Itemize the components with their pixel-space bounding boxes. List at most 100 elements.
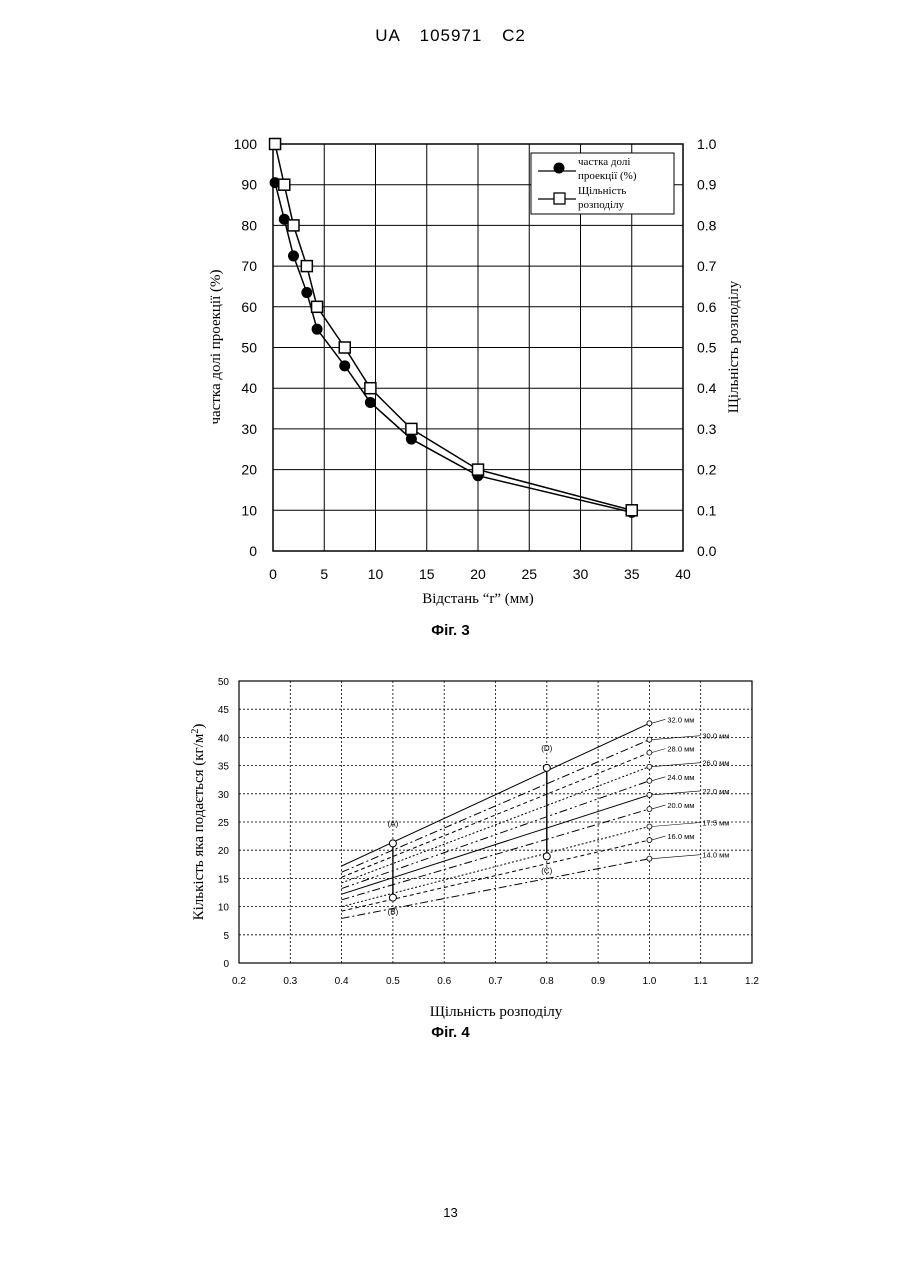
fig4-x-tick-label: 1.2 (745, 976, 759, 987)
fig4-series-line-5 (342, 781, 650, 889)
fig3-caption: Фіг. 3 (0, 622, 901, 639)
fig4-annotation-label: (A) (388, 819, 399, 828)
fig3-point-square (339, 342, 350, 353)
fig3-x-tick-label: 15 (419, 566, 435, 582)
fig3-point-square (365, 383, 376, 394)
fig3-legend: частка долі проекції (%) Щільність розпо… (531, 153, 674, 214)
fig4-series-end-marker (647, 778, 652, 783)
fig4-y-tick-label: 0 (223, 959, 229, 970)
fig3-point-square (626, 505, 637, 516)
fig3-point-circle (406, 434, 417, 445)
fig3-legend-label-2: Щільність (578, 185, 626, 197)
fig4-x-tick-label: 0.6 (437, 976, 451, 987)
fig4-series-label: 26.0 мм (702, 759, 729, 768)
fig4-series-end-marker (647, 824, 652, 829)
fig4-label-leader (651, 836, 665, 840)
fig4-series-line-2 (342, 740, 650, 873)
fig4-x-tick-label: 0.4 (335, 976, 349, 987)
fig3-point-square (312, 301, 323, 312)
fig4-x-tick-label: 1.0 (642, 976, 656, 987)
fig3-point-square (406, 423, 417, 434)
fig3-left-tick-label: 20 (241, 462, 257, 478)
fig3-right-tick-label: 0.2 (697, 462, 717, 478)
fig3-left-tick-label: 90 (241, 177, 257, 193)
fig3-right-tick-label: 0.4 (697, 380, 717, 396)
fig4-series-label: 32.0 мм (667, 715, 694, 724)
fig4-series-label: 28.0 мм (667, 745, 694, 754)
fig4-x-tick-label: 1.1 (694, 976, 708, 987)
fig3-x-tick-label: 5 (320, 566, 328, 582)
fig4-series-label: 16.0 мм (667, 832, 694, 841)
fig4-x-tick-label: 0.5 (386, 976, 400, 987)
fig3-left-tick-label: 80 (241, 217, 257, 233)
fig3-legend-label-2-cont: розподілу (578, 199, 625, 211)
fig4-annotation-point (543, 853, 550, 860)
fig4-series-end-marker (647, 750, 652, 755)
fig4-x-tick-label: 0.7 (489, 976, 503, 987)
fig4-y-tick-label: 15 (218, 874, 230, 885)
fig3-right-tick-label: 0.7 (697, 258, 717, 274)
fig4-y-tick-label: 20 (218, 846, 230, 857)
fig3-left-tick-label: 50 (241, 340, 257, 356)
fig3-right-tick-label: 0.3 (697, 421, 717, 437)
fig4-label-leader (651, 763, 700, 767)
fig4-series-end-marker (647, 764, 652, 769)
fig4-label-leader (651, 855, 700, 859)
fig4-series-end-marker (647, 721, 652, 726)
fig3-point-circle (288, 250, 299, 261)
fig3-left-tick-label: 10 (241, 502, 257, 518)
page-number: 13 (0, 1205, 901, 1220)
fig3-point-circle (365, 397, 376, 408)
fig4-chart: 0.20.30.40.50.60.70.80.91.01.11.20510152… (0, 655, 901, 1045)
fig3-x-tick-label: 30 (573, 566, 589, 582)
fig4-series-label: 20.0 мм (667, 801, 694, 810)
fig4-series-end-marker (647, 737, 652, 742)
fig3-x-tick-label: 20 (470, 566, 486, 582)
fig4-label-leader (651, 749, 665, 753)
fig4-annotation-point (389, 840, 396, 847)
fig3-legend-marker-1 (554, 163, 565, 174)
fig4-annotation-label: (D) (541, 744, 552, 753)
fig4-x-tick-label: 0.8 (540, 976, 554, 987)
fig3-right-tick-label: 0.5 (697, 340, 717, 356)
fig4-label-leader (651, 805, 665, 809)
fig3-right-tick-label: 0.9 (697, 177, 717, 193)
fig4-y-tick-label: 10 (218, 903, 230, 914)
fig3-left-tick-label: 0 (249, 543, 257, 559)
fig4-x-tick-label: 0.9 (591, 976, 605, 987)
fig3-x-tick-label: 35 (624, 566, 640, 582)
fig3-point-circle (339, 360, 350, 371)
fig3-x-tick-label: 0 (269, 566, 277, 582)
fig3-left-tick-label: 40 (241, 380, 257, 396)
fig4-series-end-marker (647, 856, 652, 861)
fig4-series-label: 14.0 мм (702, 851, 729, 860)
fig4-label-leader (651, 777, 665, 781)
fig3-left-tick-label: 70 (241, 258, 257, 274)
fig3-left-tick-label: 60 (241, 299, 257, 315)
fig4-x-tick-label: 0.2 (232, 976, 246, 987)
fig4-caption: Фіг. 4 (0, 1024, 901, 1041)
fig4-annotation-point (543, 764, 550, 771)
fig3-right-tick-label: 0.0 (697, 543, 717, 559)
fig4-series-label: 24.0 мм (667, 773, 694, 782)
fig4-annotations: (A)(B)(C)(D) (388, 744, 553, 917)
fig3-x-tick-label: 40 (675, 566, 691, 582)
fig4-series: 32.0 мм30.0 мм28.0 мм26.0 мм24.0 мм22.0 … (342, 715, 730, 918)
fig4-y-axis-label: Кількість яка подається (кг/м2) (190, 724, 208, 921)
fig4-series-end-marker (647, 792, 652, 797)
fig4-series-end-marker (647, 807, 652, 812)
fig4-label-leader (651, 719, 665, 723)
fig4-series-end-marker (647, 838, 652, 843)
fig3-x-tick-label: 10 (368, 566, 384, 582)
fig3-legend-label-1: частка долі (578, 156, 630, 168)
fig4-x-tick-label: 0.3 (283, 976, 297, 987)
fig3-x-axis-label: Відстань “r” (мм) (422, 591, 534, 607)
fig3-left-tick-label: 100 (234, 136, 258, 152)
fig3-right-tick-label: 0.6 (697, 299, 717, 315)
fig3-right-axis-label: Щільність розподілу (726, 280, 742, 413)
fig4-annotation-label: (B) (388, 908, 399, 917)
fig3-legend-marker-2 (554, 193, 565, 204)
fig3-point-circle (301, 287, 312, 298)
fig4-series-label: 30.0 мм (702, 732, 729, 741)
fig4-label-leader (651, 823, 700, 827)
